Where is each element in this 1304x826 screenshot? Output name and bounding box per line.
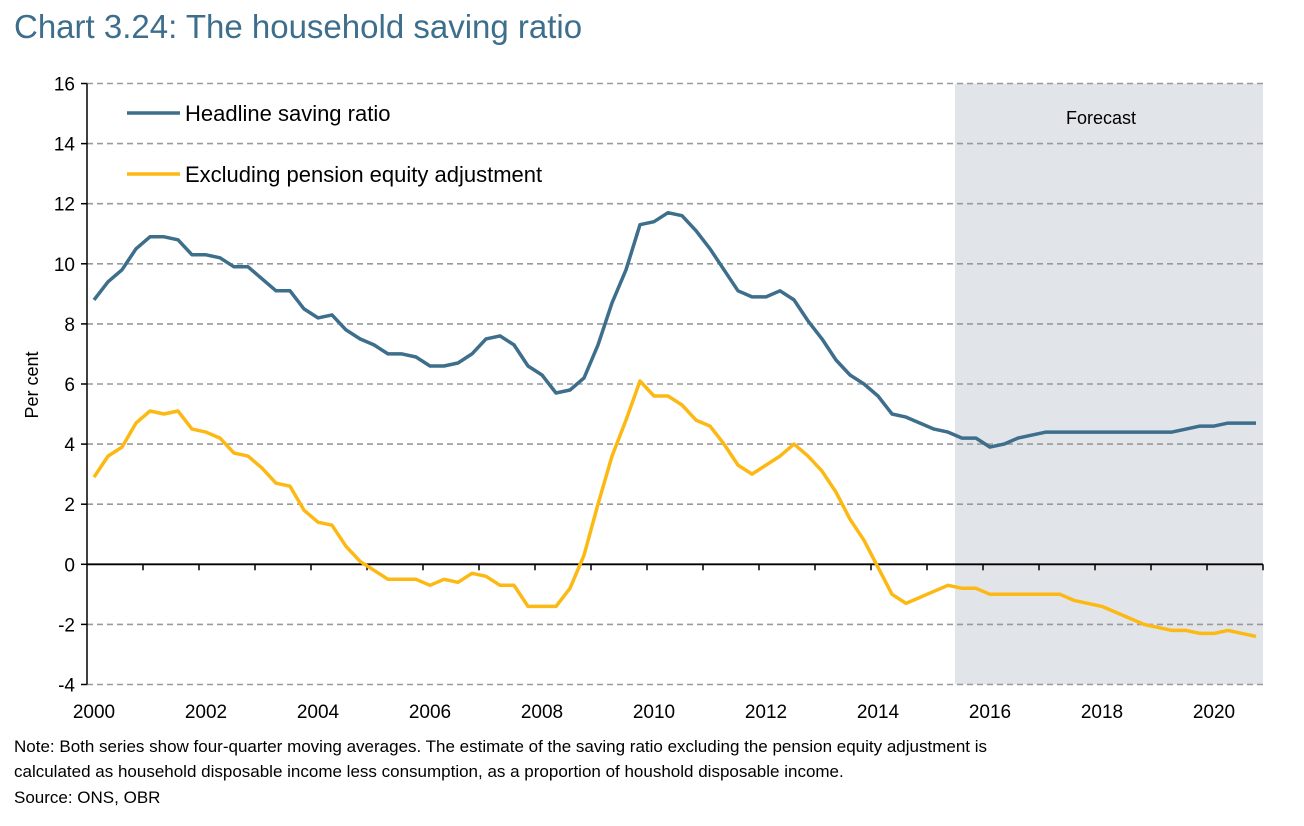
y-tick-label: -2 xyxy=(58,615,75,636)
y-tick-label: 8 xyxy=(64,315,75,336)
legend-label-excluding: Excluding pension equity adjustment xyxy=(185,162,542,187)
legend: Headline saving ratio Excluding pension … xyxy=(127,101,542,187)
x-tick-label: 2006 xyxy=(409,702,451,723)
x-tick-label: 2008 xyxy=(521,702,563,723)
x-tick-label: 2004 xyxy=(297,702,340,723)
x-tick-label: 2020 xyxy=(1193,702,1235,723)
y-tick-label: 12 xyxy=(54,195,75,216)
y-tick-label: 14 xyxy=(54,135,76,156)
y-tick-label: 16 xyxy=(54,75,75,96)
note-line-2: calculated as household disposable incom… xyxy=(14,762,844,781)
y-tick-label: 6 xyxy=(64,375,75,396)
y-axis-label: Per cent xyxy=(22,351,42,418)
x-tick-label: 2012 xyxy=(745,702,787,723)
series-line-headline xyxy=(92,210,1256,449)
x-tick-label: 2016 xyxy=(969,702,1011,723)
x-tick-label: 2018 xyxy=(1081,702,1123,723)
source-line: Source: ONS, OBR xyxy=(14,788,161,807)
x-tick-label: 2000 xyxy=(73,702,115,723)
x-tick-label: 2010 xyxy=(633,702,675,723)
chart-title: Chart 3.24: The household saving ratio xyxy=(14,8,583,45)
y-tick-label: 10 xyxy=(54,255,75,276)
note-line-1: Note: Both series show four-quarter movi… xyxy=(14,737,987,756)
x-tick-label: 2002 xyxy=(185,702,227,723)
legend-label-headline: Headline saving ratio xyxy=(185,101,390,126)
y-tick-label: -4 xyxy=(58,676,75,697)
y-tick-label: 0 xyxy=(64,555,75,576)
series-line-excluding-pension xyxy=(92,379,1257,639)
x-tick-label: 2014 xyxy=(857,702,900,723)
y-tick-label: 4 xyxy=(64,435,75,456)
forecast-label: Forecast xyxy=(1066,108,1136,128)
y-tick-label: 2 xyxy=(64,495,75,516)
